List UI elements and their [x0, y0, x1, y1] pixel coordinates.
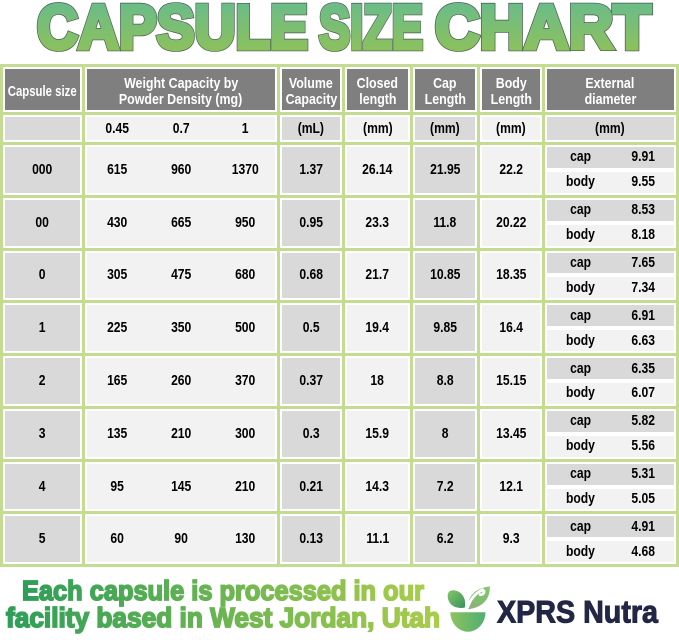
svg-text:SIZE: SIZE — [319, 0, 423, 61]
svg-text:Each capsule is processed in o: Each capsule is processed in our — [22, 575, 424, 606]
svg-text:XPRS Nutra: XPRS Nutra — [497, 594, 658, 630]
svg-text:CHART: CHART — [435, 0, 651, 61]
svg-text:CAPSULE: CAPSULE — [37, 0, 308, 61]
svg-text:facility based in West Jordan,: facility based in West Jordan, Utah — [6, 602, 440, 633]
svg-text:CAPSULE: CAPSULE — [37, 0, 308, 61]
svg-text:SIZE: SIZE — [319, 0, 423, 61]
svg-text:CHART: CHART — [435, 0, 651, 61]
